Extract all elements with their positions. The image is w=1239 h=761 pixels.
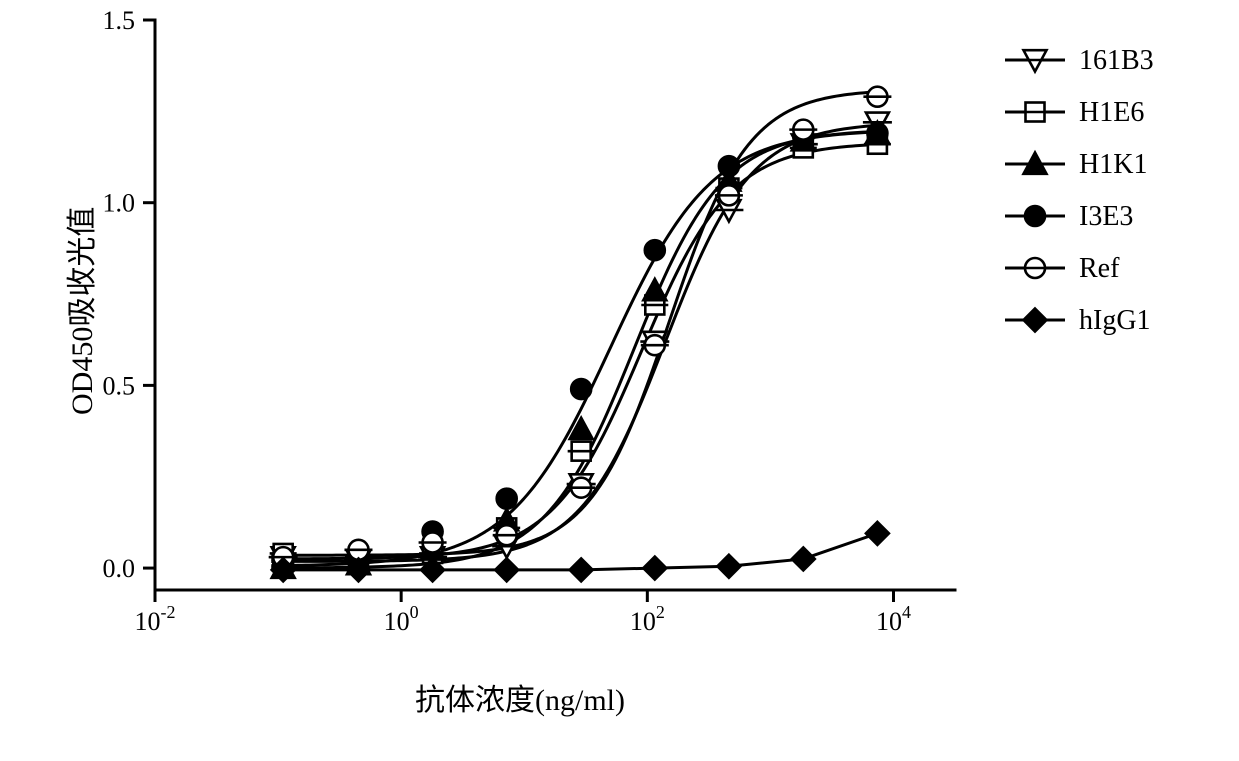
y-tick-label: 1.5 bbox=[103, 6, 136, 35]
x-axis-label: 抗体浓度(ng/ml) bbox=[415, 675, 625, 719]
series-markers-H1E6 bbox=[270, 135, 891, 567]
dose-response-chart: 0.0 0.5 1.0 1.5 10-2 100 102 104 161B3 H1E6 H1K1 I3… bbox=[0, 0, 1239, 761]
series-curve-I3E3 bbox=[271, 132, 882, 566]
y-tick-label: 0.0 bbox=[103, 554, 136, 583]
chart-container: 0.0 0.5 1.0 1.5 10-2 100 102 104 161B3 H1E6 H1K1 I3… bbox=[0, 0, 1239, 761]
x-tick-label: 104 bbox=[876, 602, 911, 636]
y-axis-label: OD450吸收光值 bbox=[57, 207, 101, 415]
legend-item-Ref: Ref bbox=[1005, 253, 1120, 284]
legend-item-H1K1: H1K1 bbox=[1005, 149, 1147, 180]
legend-item-H1E6: H1E6 bbox=[1005, 97, 1144, 128]
x-tick-label: 10-2 bbox=[135, 602, 176, 636]
legend-label: Ref bbox=[1079, 253, 1120, 284]
x-tick-label: 102 bbox=[630, 602, 665, 636]
legend-item-161B3: 161B3 bbox=[1005, 45, 1154, 76]
series-markers-161B3 bbox=[269, 113, 892, 573]
legend-label: 161B3 bbox=[1079, 45, 1154, 76]
series-markers-Ref bbox=[269, 87, 891, 567]
legend-item-I3E3: I3E3 bbox=[1005, 201, 1133, 232]
legend-label: hIgG1 bbox=[1079, 305, 1151, 336]
legend-item-hIgG1: hIgG1 bbox=[1005, 305, 1151, 336]
legend-label: I3E3 bbox=[1079, 201, 1133, 232]
y-tick-label: 1.0 bbox=[103, 189, 136, 218]
x-tick-label: 100 bbox=[384, 602, 419, 636]
legend-label: H1K1 bbox=[1079, 149, 1147, 180]
series-curve-H1K1 bbox=[271, 131, 882, 568]
y-tick-label: 0.5 bbox=[103, 371, 136, 400]
legend-label: H1E6 bbox=[1079, 97, 1144, 128]
